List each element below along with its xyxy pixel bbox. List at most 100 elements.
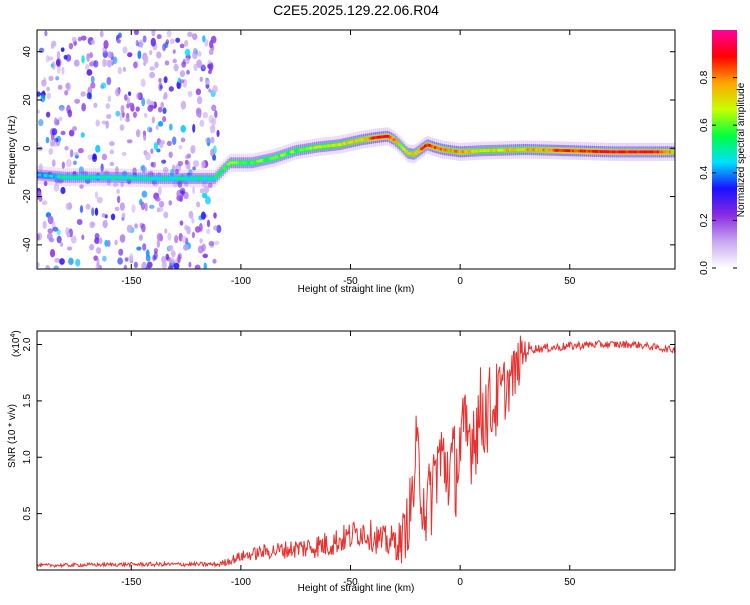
noise-blob [60,47,65,52]
noise-blob [59,106,65,112]
colorbar-ticks: 0.0 0.2 0.4 0.6 0.8 [699,70,737,275]
noise-blob [202,253,209,259]
noise-blob [196,96,203,105]
noise-blob [47,215,54,225]
noise-blob [214,240,220,246]
noise-blob [84,64,90,70]
noise-blob [56,235,62,244]
noise-blob [55,76,60,81]
noise-blob [126,96,131,105]
noise-blob [203,186,210,194]
snr-y-ticks: 0.5 1.0 1.5 2.0 [22,337,675,521]
noise-blob [45,136,50,144]
noise-blob [116,188,120,194]
noise-blob [114,239,118,246]
y-tick-label: 20 [22,94,33,106]
noise-blob [152,254,156,262]
noise-blob [162,116,167,123]
noise-blob [179,220,184,226]
noise-blob [124,257,129,262]
noise-blob [48,147,54,155]
noise-blob [201,243,206,252]
noise-blob [89,243,95,251]
noise-blob [81,55,85,64]
noise-blob [66,232,71,238]
noise-blob [133,261,138,269]
noise-blob [53,265,59,269]
noise-blob [93,102,98,108]
noise-blob [89,61,94,67]
noise-blob [168,151,173,158]
snr-y-exponent: (x104) [10,330,22,357]
noise-blob [80,35,87,41]
noise-blob [128,91,132,96]
noise-blob [192,186,196,195]
noise-blob [44,30,48,37]
noise-blob [168,265,174,269]
noise-blob [188,261,192,268]
noise-blob [155,124,159,131]
noise-blob [209,40,214,49]
noise-blob [45,55,50,63]
noise-blob [56,50,61,60]
noise-blob [173,262,180,269]
noise-blob [198,222,203,232]
noise-blob [41,200,48,206]
noise-blob [192,166,196,171]
noise-blob [199,76,203,82]
noise-blob [141,190,148,198]
noise-blob [162,107,167,114]
noise-blob [216,224,222,234]
noise-blob [94,207,99,216]
noise-blob [101,120,107,125]
noise-blob [178,144,183,150]
snr-content [37,335,675,569]
noise-blob [54,257,61,263]
noise-blob [179,43,185,49]
snr-y-exponent-close: ) [11,330,22,333]
noise-blob [156,207,161,213]
noise-blob [102,255,107,262]
y-tick-label: -20 [22,189,33,204]
noise-blob [80,132,85,138]
noise-blob [63,54,68,60]
noise-blob [179,70,186,78]
noise-blob [51,40,57,47]
noise-blob [183,191,189,200]
noise-blob [51,128,58,136]
noise-blob [196,201,201,208]
noise-blob [196,59,202,69]
noise-blob [110,213,116,221]
noise-blob [158,200,165,208]
noise-blob [117,66,123,75]
noise-blob [136,92,142,100]
noise-blob [199,238,203,244]
noise-blob [165,39,170,45]
noise-blob [99,237,103,245]
noise-blob [68,257,74,266]
noise-blob [61,66,65,75]
noise-blob [66,158,72,168]
noise-blob [119,124,125,131]
noise-blob [163,211,169,219]
noise-blob [161,255,167,264]
noise-blob [141,223,146,233]
noise-blob [133,30,139,36]
colorbar-tick-label: 0.8 [699,70,710,84]
noise-blob [79,184,84,189]
x-tick-label: -150 [121,276,141,287]
noise-blob [103,40,109,49]
ridge-core [212,176,217,180]
noise-blob [75,258,81,267]
noise-blob [181,61,187,68]
noise-blob [153,142,158,151]
noise-blob [208,240,215,247]
noise-blob [118,32,122,39]
noise-blob [86,92,92,100]
colorbar-tick-label: 0.6 [699,118,710,132]
noise-blob [205,196,211,205]
noise-blob [73,151,80,156]
noise-blob [199,119,205,127]
noise-blob [192,33,198,40]
